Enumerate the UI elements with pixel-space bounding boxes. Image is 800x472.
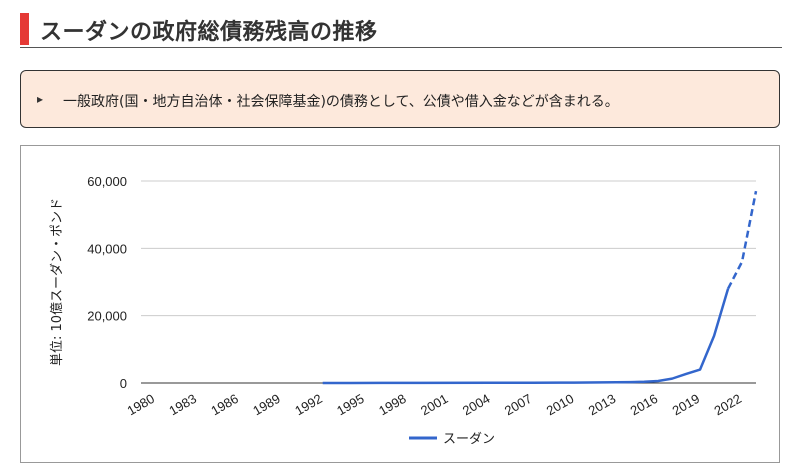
legend-label: スーダン [443, 432, 495, 447]
x-axis-ticks: 1980 1983 1986 1989 1992 1995 1998 2001 2004 2007… [124, 391, 744, 418]
page-title: スーダンの政府総債務残高の推移 [40, 20, 378, 45]
chart-container: 0 20,000 40,000 60,000 1980 1983 1986 1989 1992… [20, 145, 780, 463]
y-tick-label: 40,000 [87, 241, 127, 256]
y-tick-label: 60,000 [87, 174, 127, 189]
series-line-projected [726, 190, 758, 290]
x-tick-label: 2019 [670, 391, 703, 418]
x-tick-label: 2001 [418, 391, 451, 418]
y-tick-label: 20,000 [87, 309, 127, 324]
page-header: スーダンの政府総債務残高の推移 [20, 10, 782, 48]
x-tick-label: 2022 [712, 391, 745, 418]
x-tick-label: 2004 [460, 391, 493, 418]
x-tick-label: 2007 [502, 391, 535, 418]
bullet-icon: ▸ [37, 92, 44, 106]
y-tick-label: 0 [120, 376, 127, 391]
x-tick-label: 1983 [166, 391, 199, 418]
x-tick-label: 1992 [292, 391, 325, 418]
y-axis-ticks: 0 20,000 40,000 60,000 [87, 174, 127, 391]
gridlines [141, 180, 756, 384]
series-layer [322, 190, 758, 385]
series-line-actual [322, 288, 730, 385]
debt-line-chart: 0 20,000 40,000 60,000 1980 1983 1986 1989 1992… [49, 174, 758, 447]
x-tick-label: 2010 [544, 391, 577, 418]
note-text: 一般政府(国・地方自治体・社会保障基金)の債務として、公債や借入金などが含まれる… [63, 94, 619, 110]
note-box: ▸ 一般政府(国・地方自治体・社会保障基金)の債務として、公債や借入金などが含ま… [20, 70, 780, 128]
x-tick-label: 1986 [208, 391, 241, 418]
x-tick-label: 2016 [628, 391, 661, 418]
x-tick-label: 1998 [376, 391, 409, 418]
x-tick-label: 1989 [250, 391, 283, 418]
legend[interactable]: スーダン [409, 432, 495, 447]
title-accent-bar [20, 13, 29, 45]
x-tick-label: 1995 [334, 391, 367, 418]
y-axis-label: 単位: 10億スーダン・ポンド [49, 198, 65, 366]
x-tick-label: 1980 [124, 391, 157, 418]
x-tick-label: 2013 [586, 391, 619, 418]
